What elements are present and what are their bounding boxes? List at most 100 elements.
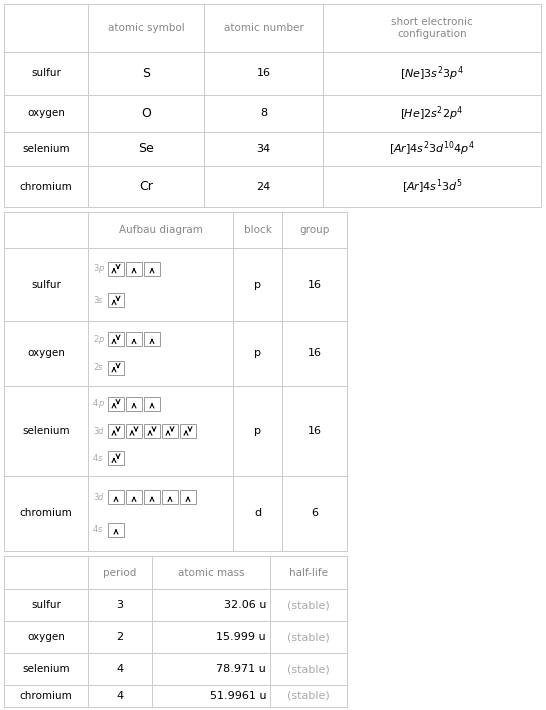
Bar: [233, 248, 282, 321]
Bar: [270, 621, 347, 653]
Bar: [323, 4, 541, 52]
Text: 8: 8: [260, 109, 267, 119]
Text: 3: 3: [93, 427, 98, 435]
Text: 2: 2: [93, 335, 98, 344]
Text: d: d: [254, 508, 261, 518]
Text: 16: 16: [257, 68, 270, 79]
Bar: [204, 4, 323, 52]
Text: 6: 6: [311, 508, 318, 518]
Text: sulfur: sulfur: [31, 280, 61, 290]
Bar: [4, 621, 88, 653]
Text: (stable): (stable): [287, 600, 330, 610]
Text: half-life: half-life: [289, 567, 328, 577]
Bar: [270, 685, 347, 707]
Bar: [282, 386, 347, 476]
Bar: [126, 424, 142, 438]
Bar: [152, 653, 270, 685]
Bar: [88, 248, 233, 321]
Text: O: O: [141, 107, 151, 120]
Bar: [144, 424, 160, 438]
Bar: [88, 653, 152, 685]
Text: 4: 4: [93, 525, 98, 535]
Bar: [152, 589, 270, 621]
Text: $[Ne]3s^23p^4$: $[Ne]3s^23p^4$: [400, 64, 464, 83]
Text: $[Ar]4s^23d^{10}4p^4$: $[Ar]4s^23d^{10}4p^4$: [389, 140, 475, 158]
Bar: [144, 261, 160, 275]
Text: p: p: [254, 426, 261, 436]
Text: block: block: [244, 225, 271, 235]
Text: s: s: [98, 454, 103, 463]
Text: s: s: [98, 525, 103, 535]
Text: selenium: selenium: [22, 144, 70, 154]
Bar: [152, 685, 270, 707]
Bar: [4, 653, 88, 685]
Bar: [204, 52, 323, 95]
Text: S: S: [142, 67, 150, 80]
Bar: [282, 321, 347, 386]
Text: oxygen: oxygen: [27, 632, 65, 642]
Bar: [204, 166, 323, 207]
Bar: [108, 361, 124, 375]
Text: p: p: [98, 264, 103, 273]
Bar: [4, 52, 88, 95]
Bar: [323, 52, 541, 95]
Bar: [126, 490, 142, 504]
Text: $[Ar]4s^13d^5$: $[Ar]4s^13d^5$: [402, 178, 462, 196]
Bar: [4, 166, 88, 207]
Text: 32.06 u: 32.06 u: [224, 600, 266, 610]
Text: 16: 16: [307, 426, 322, 436]
Text: oxygen: oxygen: [27, 109, 65, 119]
Text: d: d: [98, 493, 103, 502]
Bar: [4, 95, 88, 132]
Text: chromium: chromium: [20, 691, 73, 701]
Bar: [4, 132, 88, 166]
Bar: [4, 556, 88, 589]
Text: 34: 34: [257, 144, 271, 154]
Bar: [126, 332, 142, 346]
Bar: [4, 386, 88, 476]
Text: 2: 2: [93, 363, 98, 372]
Text: 78.971 u: 78.971 u: [216, 664, 266, 674]
Text: p: p: [254, 280, 261, 290]
Text: 3: 3: [93, 493, 98, 502]
Bar: [282, 476, 347, 551]
Text: selenium: selenium: [22, 664, 70, 674]
Text: $[He]2s^22p^4$: $[He]2s^22p^4$: [400, 104, 464, 123]
Bar: [323, 166, 541, 207]
Text: group: group: [299, 225, 330, 235]
Text: d: d: [98, 427, 103, 435]
Bar: [152, 621, 270, 653]
Text: selenium: selenium: [22, 426, 70, 436]
Text: Aufbau diagram: Aufbau diagram: [118, 225, 203, 235]
Bar: [88, 132, 204, 166]
Bar: [144, 397, 160, 410]
Bar: [180, 490, 196, 504]
Bar: [152, 556, 270, 589]
Text: period: period: [103, 567, 136, 577]
Text: chromium: chromium: [20, 508, 73, 518]
Bar: [323, 95, 541, 132]
Text: 4: 4: [116, 691, 123, 701]
Bar: [126, 397, 142, 410]
Text: Cr: Cr: [139, 180, 153, 193]
Bar: [233, 386, 282, 476]
Text: short electronic
configuration: short electronic configuration: [391, 17, 473, 39]
Bar: [88, 685, 152, 707]
Text: sulfur: sulfur: [31, 68, 61, 79]
Bar: [233, 476, 282, 551]
Bar: [88, 621, 152, 653]
Bar: [88, 166, 204, 207]
Text: s: s: [98, 363, 103, 372]
Bar: [270, 589, 347, 621]
Bar: [88, 321, 233, 386]
Bar: [88, 95, 204, 132]
Bar: [108, 397, 124, 410]
Bar: [108, 523, 124, 537]
Bar: [233, 321, 282, 386]
Text: chromium: chromium: [20, 182, 73, 192]
Text: 3: 3: [93, 296, 98, 305]
Bar: [108, 452, 124, 465]
Bar: [126, 261, 142, 275]
Text: 24: 24: [257, 182, 271, 192]
Bar: [323, 132, 541, 166]
